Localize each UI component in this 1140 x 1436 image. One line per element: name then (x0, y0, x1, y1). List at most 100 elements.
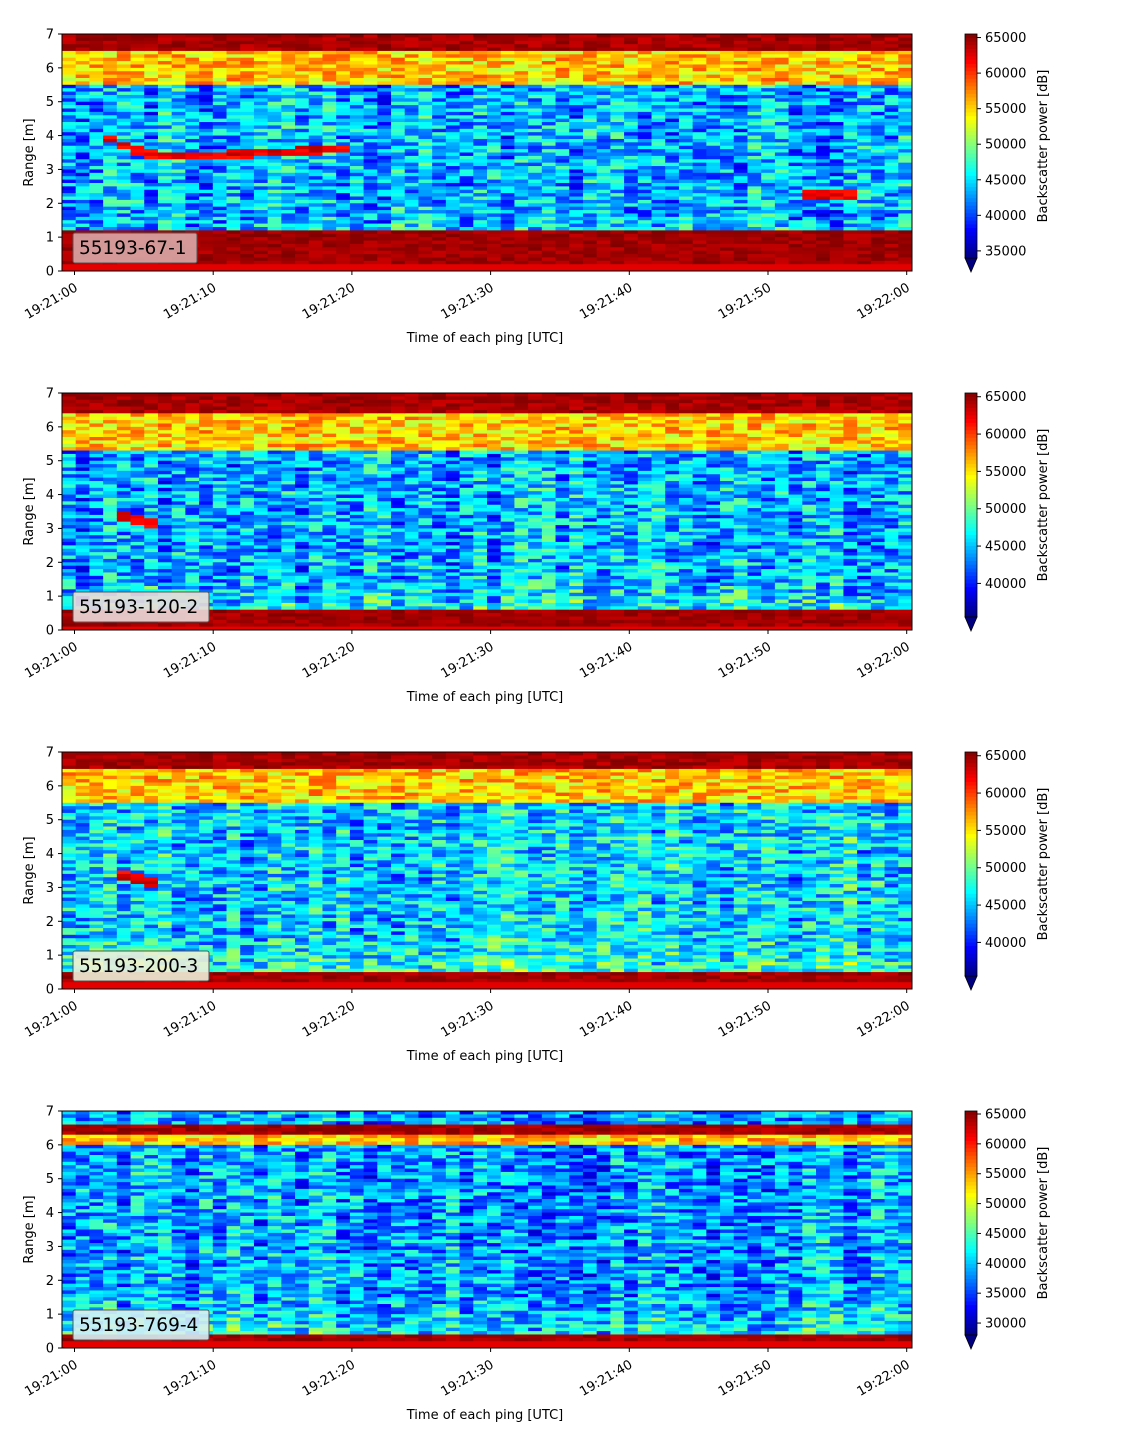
heatmap-cell (308, 88, 324, 93)
heatmap-cell (336, 267, 351, 271)
heatmap-cell (788, 44, 803, 49)
heatmap-cell (802, 237, 817, 242)
heatmap-cell (637, 149, 653, 154)
heatmap-cell (637, 125, 653, 130)
heatmap-cell (171, 67, 186, 72)
heatmap-cell (843, 250, 858, 255)
heatmap-cell (281, 128, 296, 133)
heatmap-cell (487, 216, 502, 221)
heatmap-cell (308, 257, 324, 262)
heatmap-cell (829, 91, 845, 96)
heatmap-cell (185, 196, 200, 201)
heatmap-cell (267, 247, 282, 252)
heatmap-cell (295, 199, 310, 204)
heatmap-cell (281, 193, 296, 198)
heatmap-cell (116, 413, 132, 418)
heatmap-cell (89, 552, 104, 557)
heatmap-cell (665, 169, 680, 174)
heatmap-cell (692, 101, 707, 106)
heatmap-cell (212, 233, 228, 238)
heatmap-cell (747, 182, 762, 187)
heatmap-cell (75, 78, 91, 82)
heatmap-cell (541, 57, 557, 62)
heatmap-cell (116, 453, 132, 458)
heatmap-cell (774, 108, 790, 113)
heatmap-cell (692, 206, 707, 211)
heatmap-cell (144, 531, 159, 536)
heatmap-cell (514, 47, 529, 52)
heatmap-cell (569, 193, 584, 198)
heatmap-cell (144, 399, 159, 404)
heatmap-cell (199, 61, 214, 66)
heatmap-cell (459, 199, 474, 204)
heatmap-cell (829, 162, 845, 167)
heatmap-cell (308, 34, 324, 38)
heatmap-cell (473, 257, 488, 262)
heatmap-cell (541, 61, 557, 66)
heatmap-cell (240, 199, 255, 204)
heatmap-cell (75, 440, 91, 445)
heatmap-cell (226, 230, 241, 235)
heatmap-cell (322, 250, 337, 255)
heatmap-cell (103, 467, 118, 472)
heatmap-cell (157, 528, 173, 533)
heatmap-cell (363, 267, 378, 271)
heatmap-cell (130, 115, 145, 120)
heatmap-cell (185, 111, 200, 116)
heatmap-cell (75, 152, 91, 157)
heatmap-cell (624, 142, 639, 147)
heatmap-cell (898, 267, 912, 271)
heatmap-cell (487, 186, 502, 191)
heatmap-cell (185, 172, 200, 177)
heatmap-cell (774, 57, 790, 62)
heatmap-cell (267, 94, 282, 99)
heatmap-cell (569, 226, 584, 231)
heatmap-cell (610, 240, 625, 245)
heatmap-cell (637, 210, 653, 215)
heatmap-cell (418, 216, 433, 221)
heatmap-cell (692, 159, 707, 164)
heatmap-cell (349, 193, 365, 198)
heatmap-cell (240, 125, 255, 130)
heatmap-cell (171, 182, 186, 187)
heatmap-cell (253, 267, 269, 271)
heatmap-cell (185, 108, 200, 113)
heatmap-cell (103, 230, 118, 235)
heatmap-cell (473, 149, 488, 154)
heatmap-cell (89, 494, 104, 499)
heatmap-cell (349, 91, 365, 96)
heatmap-cell (582, 74, 598, 79)
heatmap-cell (144, 34, 159, 38)
colorbar-segment (965, 127, 977, 132)
heatmap-cell (103, 569, 118, 574)
heatmap-cell (637, 206, 653, 211)
heatmap-cell (116, 145, 132, 150)
heatmap-cell (144, 558, 159, 563)
heatmap-cell (432, 267, 447, 271)
heatmap-cell (678, 247, 694, 252)
heatmap-cell (295, 182, 310, 187)
heatmap-cell (788, 84, 803, 89)
heatmap-cell (445, 74, 461, 79)
heatmap-cell (596, 189, 611, 194)
heatmap-cell (610, 71, 625, 76)
heatmap-cell (857, 152, 872, 157)
heatmap-cell (103, 521, 118, 526)
heatmap-cell (267, 172, 282, 177)
heatmap-cell (226, 257, 241, 262)
heatmap-cell (432, 152, 447, 157)
heatmap-cell (157, 541, 173, 546)
heatmap-cell (116, 569, 132, 574)
heatmap-cell (404, 98, 420, 103)
heatmap-cell (240, 257, 255, 262)
heatmap-cell (322, 40, 337, 45)
heatmap-cell (596, 213, 611, 218)
heatmap-cell (171, 44, 186, 49)
heatmap-cell (281, 57, 296, 62)
heatmap-cell (116, 626, 132, 630)
heatmap-cell (308, 138, 324, 143)
heatmap-cell (212, 189, 228, 194)
heatmap-cell (596, 101, 611, 106)
heatmap-cell (459, 237, 474, 242)
heatmap-cell (747, 210, 762, 215)
